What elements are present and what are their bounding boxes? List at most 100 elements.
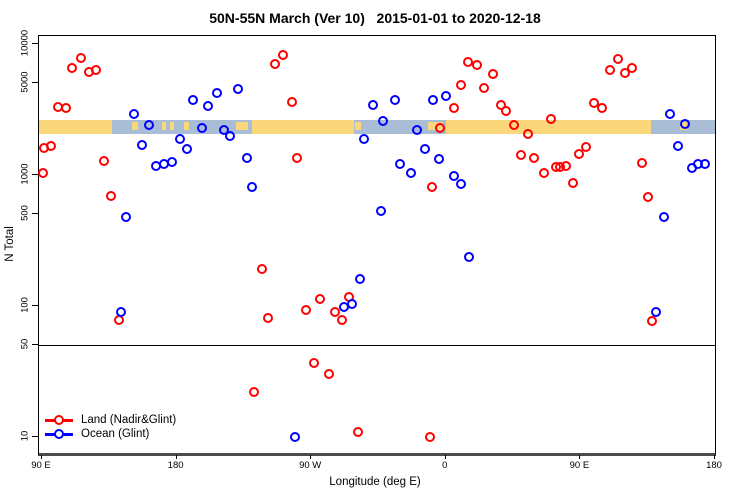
data-point-ocean — [347, 298, 358, 309]
land-series-marker-icon — [45, 415, 73, 425]
data-point-ocean — [434, 154, 445, 165]
map-band-land-speck — [131, 121, 138, 130]
data-point-ocean — [456, 179, 467, 190]
data-point-land — [516, 150, 527, 161]
data-point-ocean — [196, 122, 207, 133]
data-point-land — [546, 114, 557, 125]
data-point-ocean — [405, 167, 416, 178]
x-tick-label: 90 E — [569, 460, 590, 471]
map-band-land-speck — [354, 121, 362, 130]
chart-title: 50N-55N March (Ver 10) 2015-01-01 to 202… — [209, 10, 541, 26]
x-tick-label: 180 — [706, 460, 722, 471]
x-axis-label: Longitude (deg E) — [329, 476, 421, 488]
x-tick-label: 180 — [167, 460, 184, 471]
y-tick-label: 50 — [19, 339, 31, 350]
data-point-land — [561, 161, 572, 172]
data-point-ocean — [232, 84, 243, 95]
map-band-land-speck — [184, 121, 189, 130]
data-point-ocean — [174, 134, 185, 145]
data-point-ocean — [367, 100, 378, 111]
x-tick — [175, 455, 177, 459]
x-tick — [579, 455, 581, 459]
data-point-land — [256, 264, 267, 275]
data-point-land — [98, 155, 109, 166]
data-point-ocean — [680, 119, 691, 130]
data-point-land — [605, 64, 616, 75]
data-point-ocean — [136, 140, 147, 151]
data-point-land — [472, 59, 483, 70]
x-tick-label: 90 E — [31, 460, 51, 471]
data-point-ocean — [395, 159, 406, 170]
data-point-ocean — [412, 124, 423, 135]
data-point-land — [38, 167, 49, 178]
data-point-ocean — [246, 182, 257, 193]
map-band-land-speck — [169, 121, 174, 130]
data-point-land — [643, 192, 653, 203]
data-point-land — [509, 119, 520, 130]
legend-item-land: Land (Nadir&Glint) — [45, 413, 176, 427]
data-point-ocean — [449, 171, 460, 182]
data-point-ocean — [651, 306, 662, 317]
data-point-ocean — [376, 206, 387, 216]
data-point-land — [488, 69, 499, 80]
data-point-land — [45, 141, 56, 152]
y-tick — [32, 436, 38, 437]
data-point-ocean — [211, 87, 222, 98]
y-tick-label: 100 — [19, 297, 31, 313]
data-point-ocean — [378, 116, 389, 127]
map-band-segment-land — [446, 119, 652, 134]
data-point-land — [581, 141, 592, 152]
x-tick-label: 90 W — [299, 460, 322, 471]
data-point-land — [424, 432, 435, 442]
data-point-ocean — [673, 141, 684, 152]
data-point-ocean — [128, 109, 139, 120]
ocean-series-marker-icon — [45, 429, 73, 439]
data-point-land — [323, 369, 334, 380]
map-band-land-speck — [427, 121, 443, 130]
data-point-ocean — [187, 94, 198, 105]
plot-area — [38, 35, 716, 456]
y-tick-label: 1000 — [19, 163, 31, 185]
data-point-ocean — [241, 152, 252, 163]
data-point-ocean — [338, 302, 349, 313]
map-band-land-speck — [162, 121, 167, 130]
data-point-land — [248, 387, 259, 398]
y-tick — [32, 43, 38, 44]
y-tick-label: 10000 — [19, 29, 31, 57]
data-point-ocean — [428, 94, 439, 105]
data-point-land — [568, 177, 579, 188]
data-point-land — [269, 59, 280, 70]
data-point-land — [589, 97, 600, 108]
data-point-land — [262, 312, 273, 323]
map-band-land-speck — [236, 121, 249, 130]
data-point-ocean — [224, 130, 235, 141]
data-point-land — [60, 103, 71, 114]
data-point-land — [613, 54, 624, 65]
data-point-ocean — [659, 211, 670, 222]
data-point-ocean — [354, 273, 365, 284]
data-point-ocean — [166, 156, 177, 167]
y-tick — [32, 174, 38, 175]
data-point-ocean — [420, 143, 431, 154]
data-point-land — [456, 80, 467, 91]
data-point-land — [574, 148, 585, 159]
data-point-land — [435, 122, 446, 133]
data-point-land — [449, 103, 460, 114]
data-point-land — [539, 167, 550, 178]
data-point-ocean — [181, 143, 192, 154]
data-point-ocean — [359, 134, 370, 145]
data-point-land — [105, 190, 116, 201]
data-point-ocean — [464, 251, 475, 262]
map-band-segment-land — [39, 119, 112, 134]
map-band-segment-ocean — [353, 119, 447, 134]
data-point-land — [291, 152, 302, 163]
data-point-land — [479, 83, 490, 94]
data-point-land — [619, 67, 630, 78]
y-tick — [32, 82, 38, 84]
data-point-land — [501, 105, 512, 116]
data-point-land — [314, 294, 325, 305]
x-tick — [310, 455, 312, 459]
y-tick — [32, 344, 38, 346]
data-point-land — [597, 103, 608, 114]
data-point-land — [627, 62, 637, 73]
